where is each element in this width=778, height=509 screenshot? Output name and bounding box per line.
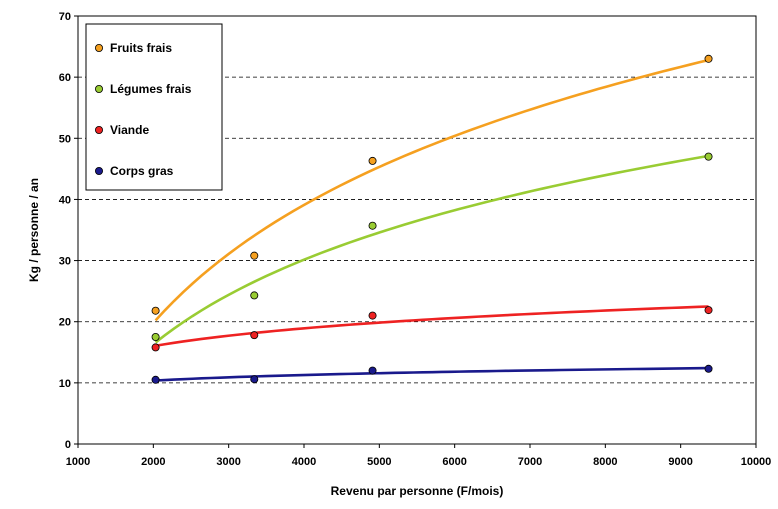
y-tick-label: 10: [59, 378, 71, 390]
trendline-3: [155, 366, 709, 382]
data-point: [704, 54, 713, 63]
x-tick-label: 2000: [141, 456, 165, 468]
legend-marker: [95, 166, 104, 175]
trendline-2: [155, 305, 709, 348]
data-point: [151, 375, 160, 384]
legend-label: Corps gras: [110, 164, 174, 178]
data-point: [368, 221, 377, 230]
data-point: [368, 366, 377, 375]
y-tick-label: 20: [59, 317, 71, 329]
x-tick-label: 4000: [292, 456, 316, 468]
legend-label: Légumes frais: [110, 82, 192, 96]
x-tick-label: 9000: [668, 456, 692, 468]
x-tick-label: 10000: [741, 456, 772, 468]
trendline-0: [154, 58, 709, 322]
trendlines: [154, 58, 709, 382]
legend-label: Viande: [110, 123, 149, 137]
y-tick-label: 50: [59, 133, 71, 145]
y-tick-label: 70: [59, 11, 71, 23]
legend-marker: [95, 44, 104, 53]
data-point: [704, 306, 713, 315]
x-tick-label: 5000: [367, 456, 391, 468]
data-point: [368, 311, 377, 320]
legend-marker: [95, 85, 104, 94]
x-tick-label: 7000: [518, 456, 542, 468]
x-tick-label: 1000: [66, 456, 90, 468]
data-point: [151, 343, 160, 352]
x-tick-label: 8000: [593, 456, 617, 468]
legend: Fruits frais Légumes frais Viande Corps gra…: [85, 23, 223, 191]
legend-label: Fruits frais: [110, 41, 172, 55]
data-point: [151, 332, 160, 341]
data-point: [151, 306, 160, 315]
x-axis-ticks: 1000 2000 3000 4000 5000 6000 7000 8000 9000 1000…: [66, 444, 772, 468]
x-axis-title: Revenu par personne (F/mois): [331, 484, 504, 498]
y-tick-label: 60: [59, 72, 71, 84]
data-point: [250, 251, 259, 260]
data-point: [250, 375, 259, 384]
y-tick-label: 40: [59, 194, 71, 206]
data-point: [250, 291, 259, 300]
data-point: [250, 331, 259, 340]
trendline-1: [154, 154, 709, 344]
x-tick-label: 6000: [442, 456, 466, 468]
data-points: [151, 54, 713, 384]
data-point: [704, 364, 713, 373]
plot-area-frame: [77, 15, 757, 445]
y-axis-title: Kg / personne / an: [27, 178, 41, 282]
data-point: [704, 152, 713, 161]
x-tick-label: 3000: [216, 456, 240, 468]
data-point: [368, 156, 377, 165]
legend-box: [85, 23, 223, 191]
legend-marker: [95, 126, 104, 135]
y-tick-label: 30: [59, 256, 71, 268]
y-tick-label: 0: [65, 439, 71, 451]
y-axis-ticks: 0 10 20 30 40 50 60 70: [59, 11, 78, 451]
